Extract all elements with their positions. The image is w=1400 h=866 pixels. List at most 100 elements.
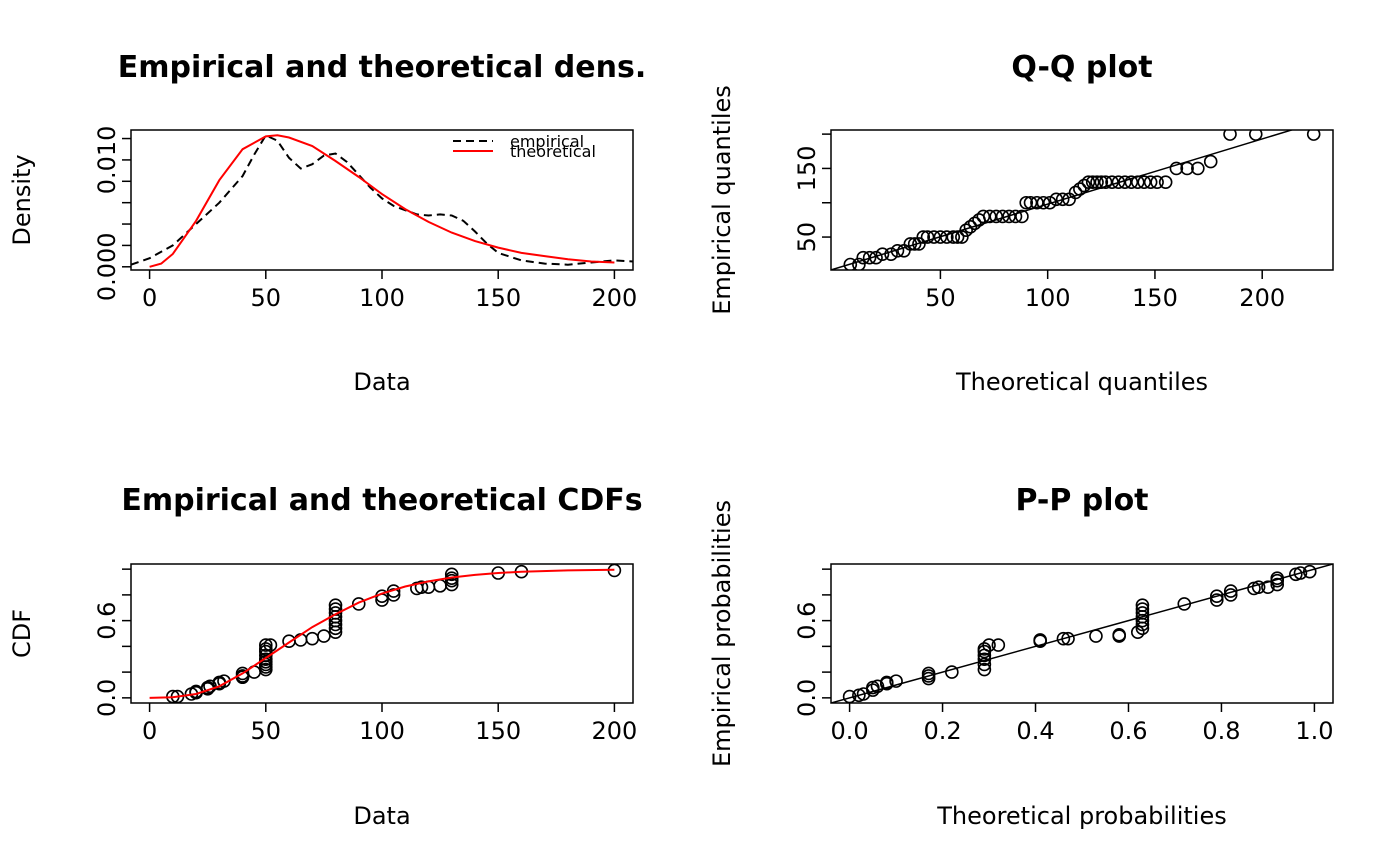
data-point bbox=[989, 209, 1003, 224]
data-point bbox=[1015, 209, 1029, 224]
data-point bbox=[946, 230, 961, 244]
data-point bbox=[967, 216, 982, 231]
data-point bbox=[869, 250, 883, 265]
x-tick-label: 50 bbox=[925, 284, 956, 312]
x-tick-label: 100 bbox=[359, 284, 405, 312]
data-point bbox=[977, 657, 992, 672]
data-point bbox=[870, 679, 885, 694]
data-point bbox=[1105, 175, 1119, 189]
data-point bbox=[1191, 161, 1205, 176]
data-point bbox=[1169, 161, 1184, 176]
data-point bbox=[1130, 625, 1145, 640]
x-tick-label: 0.4 bbox=[1016, 717, 1054, 745]
x-tick-label: 0.0 bbox=[831, 717, 869, 745]
data-point bbox=[1098, 175, 1113, 189]
y-tick-label: 150 bbox=[793, 146, 821, 192]
data-point bbox=[1112, 627, 1126, 642]
y-axis-label: Density bbox=[8, 154, 36, 245]
data-point bbox=[1008, 209, 1023, 224]
y-axis-label: Empirical quantiles bbox=[708, 85, 736, 315]
data-point bbox=[912, 237, 926, 251]
data-point bbox=[920, 230, 935, 244]
y-tick-label: 0.0 bbox=[93, 679, 121, 717]
chart-title: Empirical and theoretical dens. bbox=[118, 50, 646, 85]
data-point bbox=[1085, 175, 1100, 189]
qq-plot: Q-Q plot Theoretical quantiles Empirical q… bbox=[708, 50, 1334, 396]
data-point bbox=[982, 638, 996, 652]
data-point bbox=[879, 675, 894, 690]
data-point bbox=[977, 662, 992, 677]
data-point bbox=[862, 250, 877, 265]
data-point bbox=[1124, 175, 1139, 189]
chart-title: Empirical and theoretical CDFs bbox=[121, 483, 642, 518]
y-tick-label: 50 bbox=[793, 222, 821, 253]
data-point bbox=[856, 687, 871, 701]
data-point bbox=[258, 652, 273, 667]
data-point bbox=[433, 579, 447, 593]
data-point bbox=[1248, 130, 1263, 141]
data-point bbox=[1306, 130, 1321, 141]
x-axis-label: Data bbox=[353, 368, 410, 396]
data-point bbox=[444, 577, 459, 592]
x-axis-label: Theoretical probabilities bbox=[936, 802, 1227, 830]
data-point bbox=[842, 689, 857, 703]
data-point bbox=[1130, 175, 1145, 189]
data-point bbox=[1081, 175, 1096, 189]
data-point bbox=[889, 674, 903, 688]
data-point bbox=[1302, 564, 1317, 579]
data-point bbox=[852, 257, 866, 270]
data-point bbox=[976, 209, 991, 224]
data-point bbox=[1056, 631, 1071, 646]
x-tick-label: 150 bbox=[475, 284, 521, 312]
data-point bbox=[1111, 175, 1126, 189]
legend-label: theoretical bbox=[510, 142, 596, 161]
data-point bbox=[1077, 178, 1091, 193]
x-tick-label: 200 bbox=[1239, 284, 1285, 312]
plot-frame bbox=[830, 129, 1334, 271]
data-point bbox=[1180, 161, 1194, 176]
x-tick-label: 0 bbox=[142, 717, 157, 745]
data-point bbox=[1043, 195, 1057, 210]
x-tick-label: 100 bbox=[359, 717, 405, 745]
data-point bbox=[1094, 175, 1109, 189]
density-plot: Empirical and theoretical dens. Data Densi… bbox=[8, 50, 646, 396]
data-point bbox=[317, 629, 331, 643]
data-point bbox=[875, 247, 890, 262]
data-point bbox=[258, 638, 273, 652]
data-point bbox=[890, 243, 905, 258]
data-point bbox=[1209, 589, 1224, 603]
data-point bbox=[1223, 130, 1237, 141]
data-point bbox=[1135, 598, 1150, 612]
y-tick-label: 0.0 bbox=[793, 679, 821, 717]
y-tick-label: 0.6 bbox=[93, 602, 121, 640]
data-point bbox=[1143, 175, 1158, 189]
data-point bbox=[414, 580, 429, 594]
data-point bbox=[263, 638, 278, 652]
data-point bbox=[1002, 209, 1016, 224]
data-point bbox=[1135, 602, 1150, 616]
data-point bbox=[1203, 154, 1218, 169]
data-point bbox=[1068, 185, 1083, 200]
data-point bbox=[982, 209, 997, 224]
y-tick-label: 0.000 bbox=[93, 232, 121, 301]
x-tick-label: 100 bbox=[1025, 284, 1071, 312]
y-axis-label: CDF bbox=[8, 609, 36, 658]
x-tick-label: 1.0 bbox=[1295, 717, 1333, 745]
data-point bbox=[1019, 195, 1034, 210]
x-tick-label: 200 bbox=[592, 717, 638, 745]
data-point bbox=[1177, 597, 1192, 611]
data-point bbox=[959, 223, 973, 237]
data-point bbox=[258, 642, 273, 656]
x-tick-label: 150 bbox=[1132, 284, 1178, 312]
data-point bbox=[903, 237, 918, 251]
data-point bbox=[843, 257, 858, 270]
data-point bbox=[1036, 195, 1051, 210]
data-point bbox=[305, 631, 320, 646]
data-point bbox=[991, 638, 1006, 652]
y-axis-label: Empirical probabilities bbox=[708, 500, 736, 767]
data-point bbox=[1158, 175, 1173, 189]
data-point bbox=[977, 652, 992, 667]
y-tick-label: 0.010 bbox=[93, 126, 121, 195]
data-point bbox=[1150, 175, 1164, 189]
